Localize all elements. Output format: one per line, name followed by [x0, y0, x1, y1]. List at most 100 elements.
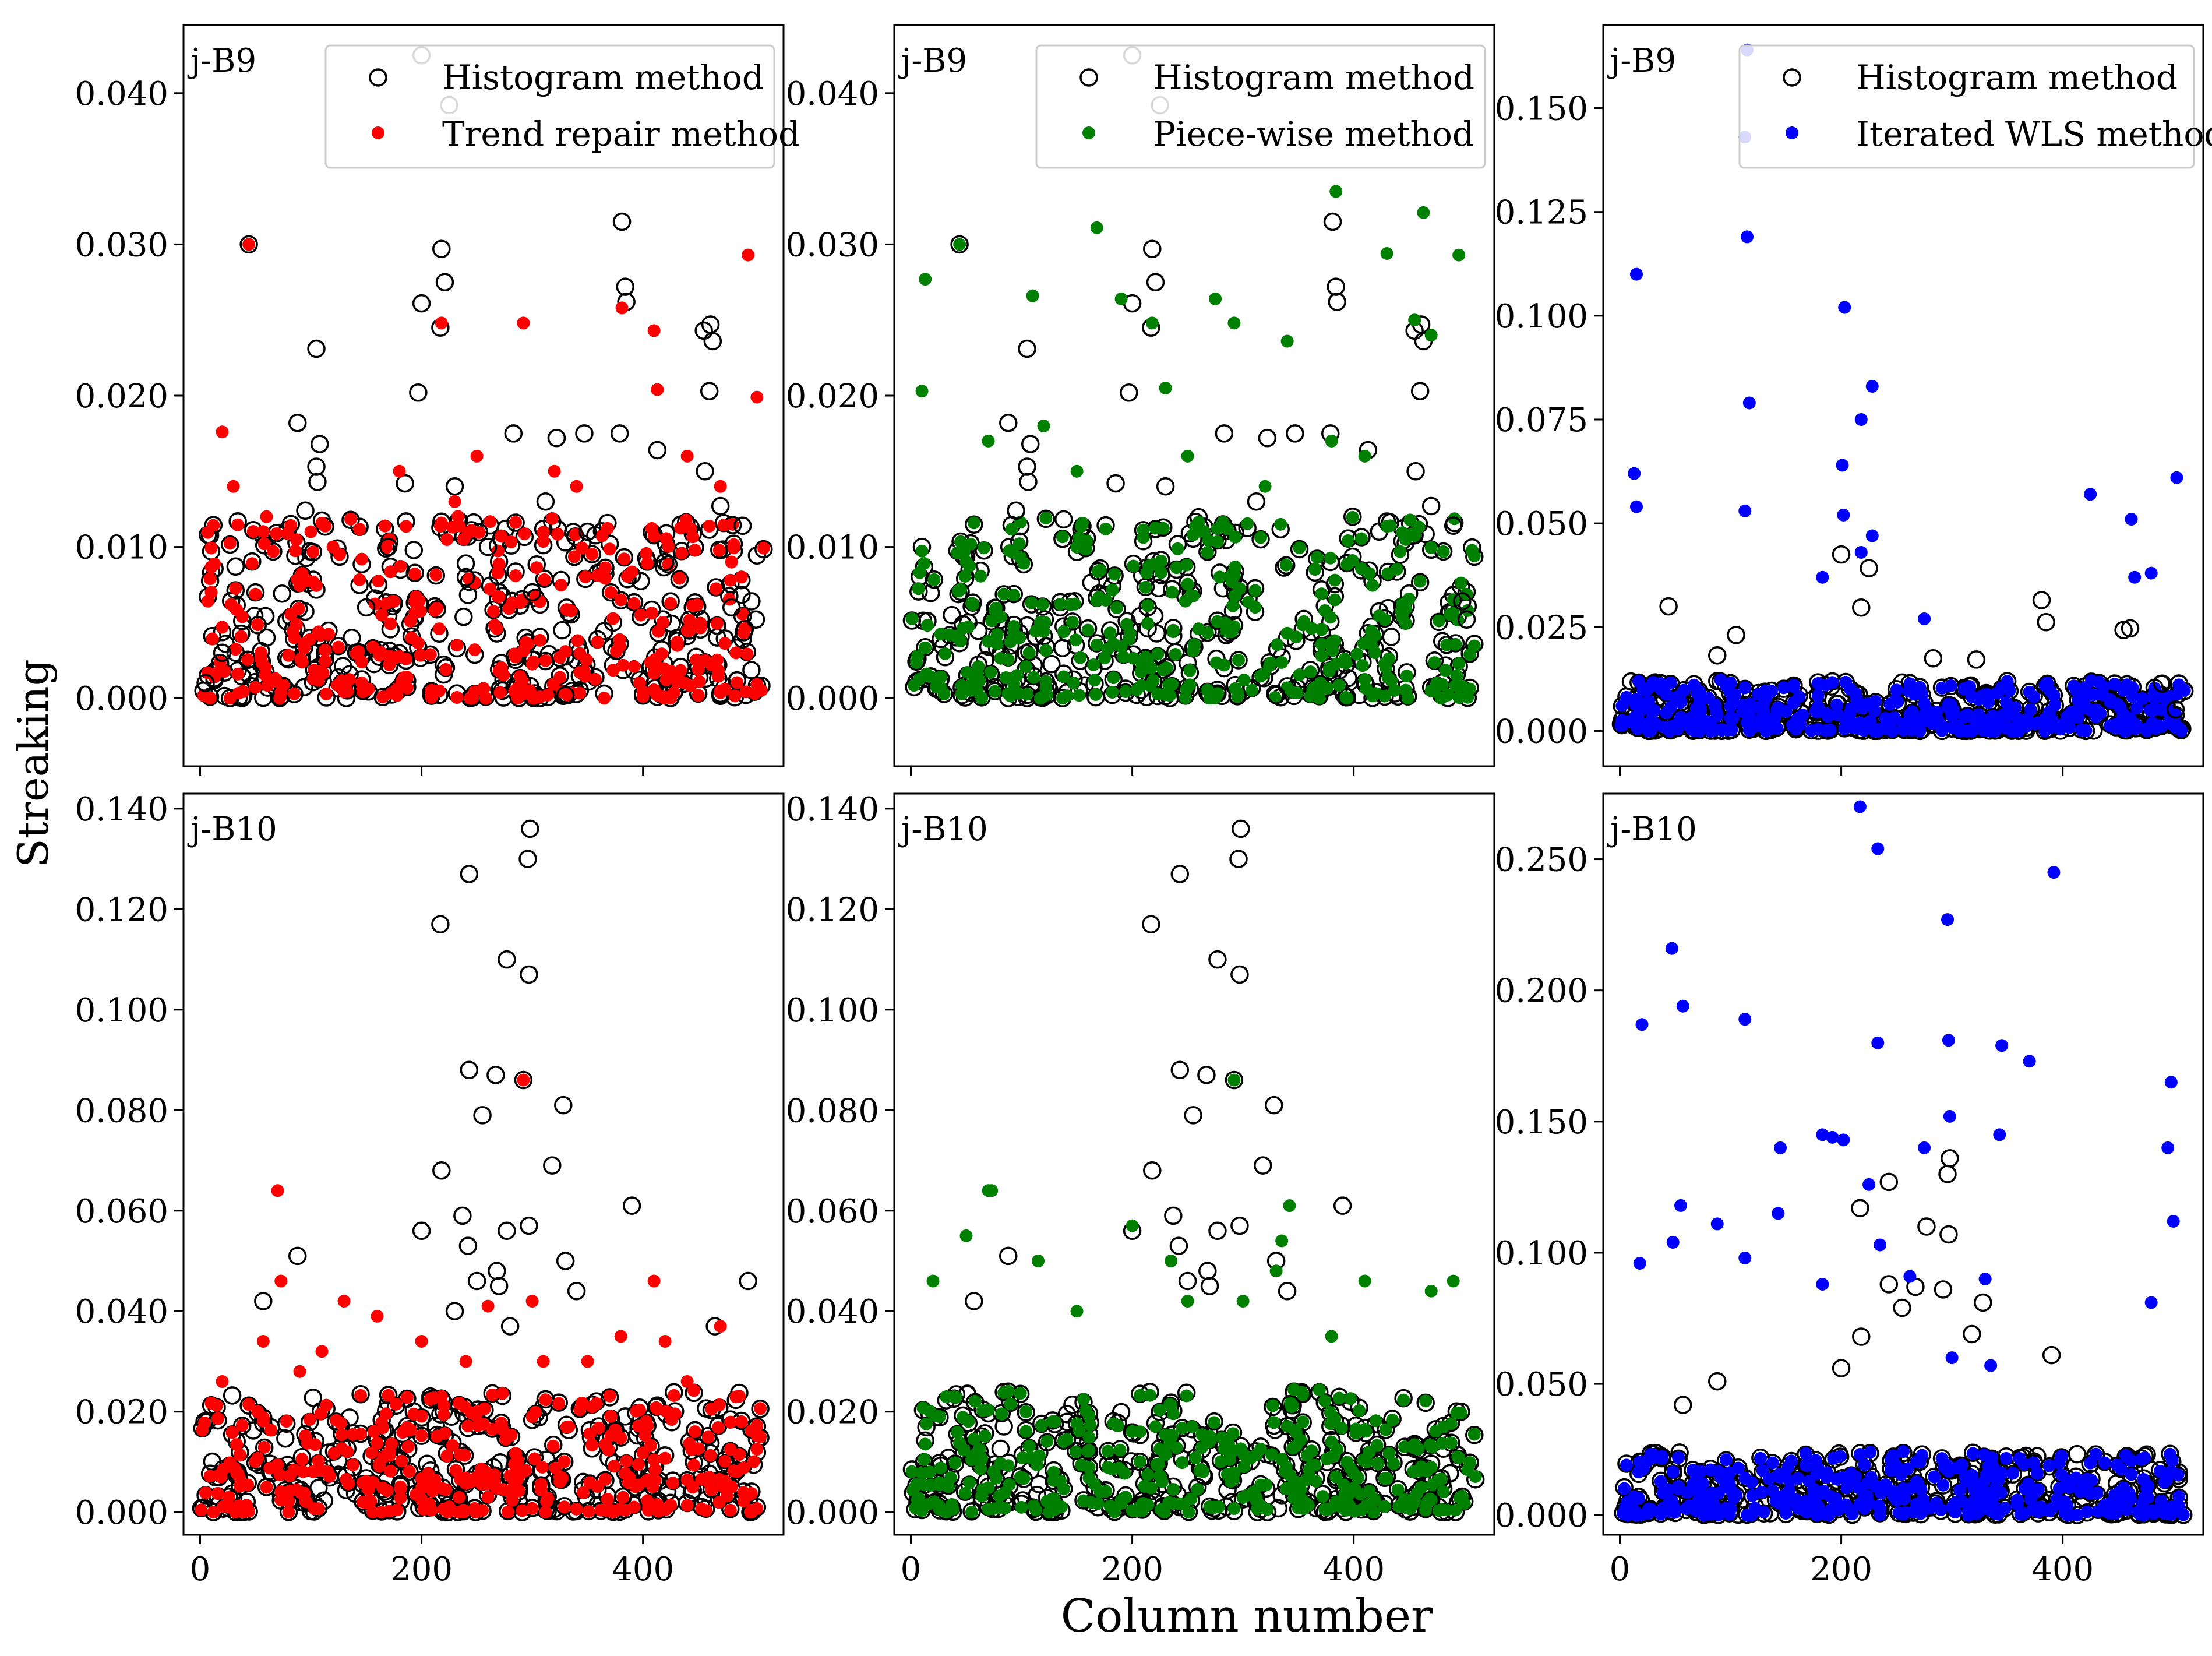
- method-point: [573, 1403, 587, 1417]
- method-point: [978, 1429, 992, 1443]
- method-point: [1787, 720, 1800, 733]
- histogram-point: [1105, 566, 1124, 585]
- method-point: [745, 1506, 758, 1519]
- method-point: [1130, 1504, 1144, 1517]
- histogram-point: [612, 212, 632, 231]
- method-point: [1039, 675, 1053, 688]
- method-point: [571, 634, 584, 647]
- method-point: [953, 1436, 966, 1450]
- method-point: [314, 1464, 327, 1477]
- method-point: [310, 579, 323, 592]
- method-point: [454, 1472, 467, 1486]
- method-point: [436, 1482, 449, 1495]
- histogram-point: [1406, 462, 1425, 481]
- legend-histogram-label: Histogram method: [1856, 58, 2178, 97]
- method-point: [1723, 1477, 1736, 1491]
- histogram-point: [518, 850, 537, 868]
- histogram-point: [694, 321, 713, 340]
- histogram-point: [575, 424, 594, 443]
- histogram-point: [1169, 1236, 1188, 1255]
- method-point: [1209, 292, 1222, 305]
- method-point: [299, 1429, 312, 1443]
- method-point: [1703, 721, 1716, 734]
- method-point: [1267, 1416, 1280, 1429]
- method-point: [705, 658, 718, 672]
- method-point: [461, 1419, 475, 1433]
- histogram-point: [486, 1066, 505, 1084]
- method-point: [595, 529, 609, 542]
- method-point: [1463, 682, 1477, 696]
- histogram-point: [1053, 639, 1072, 657]
- method-point: [2085, 704, 2098, 717]
- method-point: [1350, 647, 1364, 661]
- method-point: [346, 1458, 359, 1471]
- method-point: [1022, 646, 1036, 660]
- method-point: [1343, 1461, 1357, 1475]
- method-point: [1082, 1461, 1096, 1474]
- method-point: [1906, 705, 1919, 718]
- method-point: [198, 1416, 211, 1429]
- method-point: [251, 1405, 264, 1418]
- method-point: [1865, 379, 1879, 393]
- method-point: [1180, 1389, 1193, 1403]
- method-point: [429, 568, 443, 582]
- y-tick-label: 0.030: [786, 226, 879, 264]
- method-point: [293, 579, 306, 592]
- method-point: [1708, 699, 1721, 713]
- method-point: [353, 523, 366, 536]
- method-point: [1226, 1427, 1240, 1440]
- method-point: [1082, 1444, 1096, 1457]
- method-point: [1811, 677, 1825, 690]
- method-point: [625, 565, 638, 579]
- method-point: [1212, 1500, 1225, 1514]
- histogram-point: [1276, 556, 1296, 575]
- method-point: [1193, 1464, 1206, 1478]
- method-point: [629, 1480, 642, 1493]
- method-point: [1378, 657, 1391, 670]
- method-point: [1366, 689, 1379, 703]
- method-point: [320, 687, 333, 700]
- method-point: [1326, 1450, 1339, 1463]
- y-tick-label: 0.120: [786, 891, 879, 929]
- method-point: [1340, 558, 1354, 571]
- method-point: [477, 682, 490, 695]
- method-point: [711, 1421, 725, 1434]
- method-point: [518, 527, 531, 540]
- method-point: [727, 541, 740, 555]
- method-point: [1396, 610, 1409, 623]
- method-point: [1284, 1481, 1297, 1495]
- histogram-point: [991, 1439, 1010, 1458]
- histogram-point: [456, 554, 475, 573]
- method-point: [1195, 1428, 1209, 1442]
- method-point: [204, 541, 218, 555]
- method-point: [292, 602, 305, 615]
- method-point: [1779, 1506, 1793, 1520]
- method-point: [1146, 674, 1160, 687]
- method-point: [570, 1502, 583, 1516]
- method-point: [1035, 1419, 1048, 1432]
- method-point: [1064, 598, 1077, 611]
- method-point: [1054, 1474, 1067, 1488]
- histogram-point: [239, 235, 258, 254]
- method-point: [2038, 679, 2052, 692]
- method-point: [1119, 1491, 1133, 1504]
- method-point: [927, 1495, 941, 1509]
- histogram-point: [699, 1426, 718, 1446]
- histogram-point: [478, 537, 498, 556]
- method-point: [415, 1334, 428, 1348]
- method-point: [216, 621, 229, 634]
- method-point: [282, 1506, 295, 1519]
- histogram-point: [1229, 651, 1248, 670]
- histogram-point: [610, 424, 629, 443]
- method-point: [255, 652, 268, 665]
- method-point: [511, 1472, 524, 1486]
- method-point: [919, 1437, 932, 1451]
- method-point: [2078, 681, 2091, 695]
- histogram-point: [1197, 1066, 1216, 1084]
- method-point: [1159, 382, 1172, 395]
- method-point: [1280, 334, 1294, 348]
- histogram-point: [2037, 612, 2055, 632]
- method-point: [1900, 722, 1913, 735]
- method-point: [264, 1424, 278, 1437]
- method-point: [724, 1415, 737, 1429]
